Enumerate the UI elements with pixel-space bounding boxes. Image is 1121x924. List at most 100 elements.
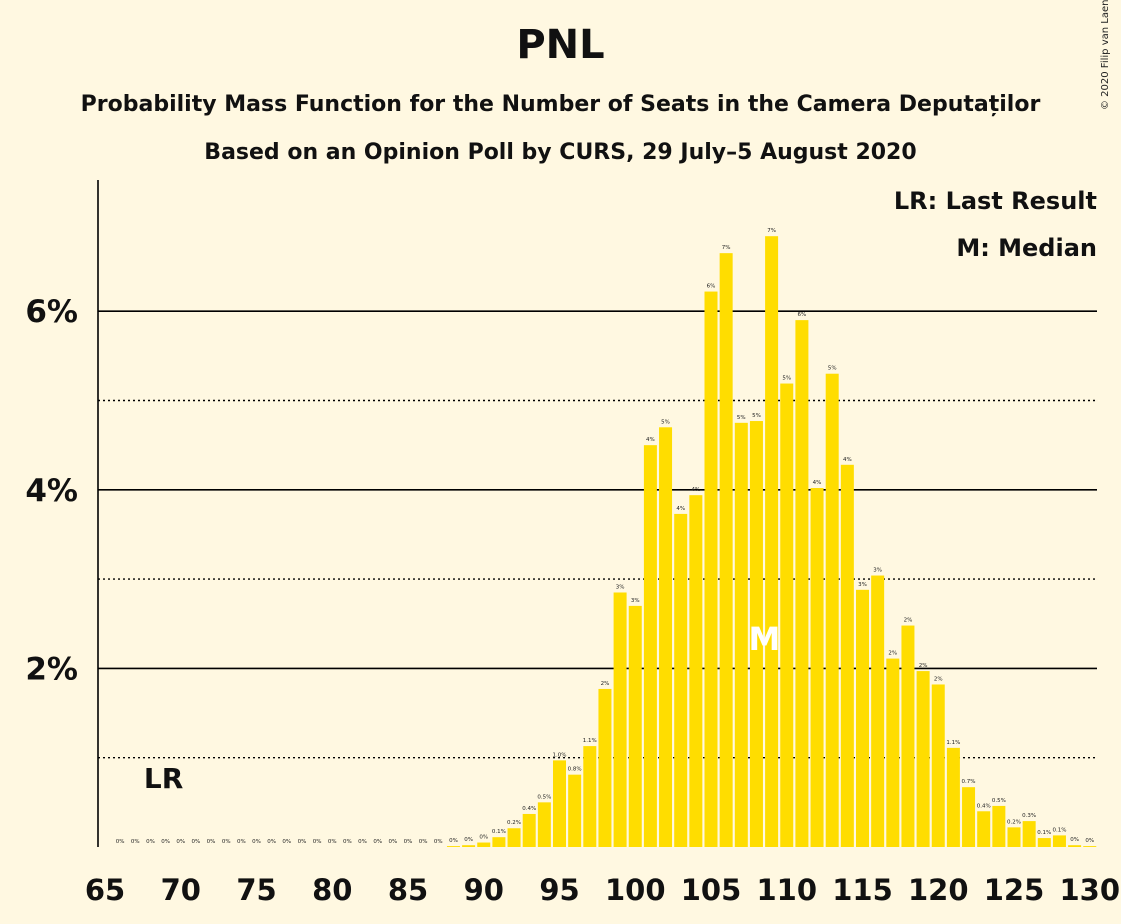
data-label: 2%	[601, 681, 610, 687]
data-label: 4%	[646, 437, 655, 443]
bar	[704, 291, 718, 848]
data-label: 0%	[298, 839, 307, 845]
bar	[689, 495, 703, 847]
data-label: 0.4%	[522, 806, 536, 812]
bar	[977, 811, 991, 847]
bar	[825, 373, 839, 847]
data-label: 0%	[207, 839, 216, 845]
bar	[719, 253, 733, 847]
data-label: 0%	[328, 839, 337, 845]
bar	[780, 383, 794, 847]
data-label: 0%	[176, 839, 185, 845]
data-label: 3%	[858, 582, 867, 588]
data-label: 6%	[798, 312, 807, 318]
gridlines	[98, 310, 1097, 759]
data-label: 5%	[661, 419, 670, 425]
bar	[795, 320, 809, 847]
data-label: 0%	[358, 839, 367, 845]
data-label: 0%	[237, 839, 246, 845]
bar	[840, 464, 854, 847]
bar	[613, 592, 627, 847]
data-label: 4%	[676, 506, 685, 512]
bar	[643, 445, 657, 847]
x-tick-label: 105	[681, 873, 742, 907]
data-label: 2%	[919, 663, 928, 669]
data-label: 7%	[722, 245, 731, 251]
chart-subtitle-poll: Based on an Opinion Poll by CURS, 29 Jul…	[204, 140, 917, 165]
data-label: 0.8%	[568, 767, 582, 773]
data-label: 2%	[904, 618, 913, 624]
data-label: 5%	[752, 413, 761, 419]
bar	[856, 589, 869, 847]
data-label: 6%	[707, 284, 716, 290]
data-label: 0.1%	[1052, 827, 1066, 833]
bar	[962, 787, 976, 847]
bar	[901, 625, 915, 847]
data-label: 0.3%	[1022, 813, 1036, 819]
bar	[522, 813, 536, 847]
data-label: 0%	[373, 839, 382, 845]
x-tick-label: 110	[756, 873, 817, 907]
y-tick-label: 4%	[25, 473, 78, 509]
x-tick-label: 70	[161, 873, 201, 907]
data-label: 3%	[873, 568, 882, 574]
x-tick-label: 95	[539, 873, 579, 907]
bar	[749, 421, 763, 847]
x-tick-label: 85	[388, 873, 428, 907]
data-label: 0%	[343, 839, 352, 845]
x-tick-label: 90	[464, 873, 504, 907]
data-label: 0.7%	[962, 779, 976, 785]
bar	[628, 605, 642, 847]
data-label: 2%	[934, 676, 943, 682]
data-label: 0%	[131, 839, 140, 845]
bar	[886, 658, 900, 847]
bar	[1022, 821, 1036, 847]
data-label: 0%	[1070, 837, 1079, 843]
data-label: 0%	[282, 839, 291, 845]
bar	[598, 688, 612, 847]
bar	[1007, 827, 1021, 847]
bar	[931, 684, 945, 847]
data-label: 0%	[464, 837, 473, 843]
data-label: 3%	[616, 584, 625, 590]
data-label: 1.1%	[583, 738, 597, 744]
bar	[446, 846, 460, 847]
bar	[871, 575, 885, 847]
bar	[659, 427, 673, 847]
bar	[1052, 835, 1066, 847]
x-tick-label: 130	[1059, 873, 1120, 907]
x-tick-label: 75	[236, 873, 276, 907]
data-label: 4%	[691, 487, 700, 493]
bar	[1083, 846, 1097, 847]
data-label: 0.5%	[537, 794, 551, 800]
data-label: 7%	[767, 228, 776, 234]
bar	[537, 802, 551, 847]
x-tick-label: 80	[312, 873, 352, 907]
data-label: 2%	[888, 651, 897, 657]
axes: 65 70 75 80 85 90 95 100 105 110 115 120 125 130 2% 4% 6…	[25, 180, 1120, 907]
data-label: 3%	[631, 598, 640, 604]
data-label: 0%	[419, 839, 428, 845]
y-tick-label: 6%	[25, 294, 78, 330]
x-tick-label: 100	[605, 873, 666, 907]
data-label: 0%	[146, 839, 155, 845]
data-label: 0%	[192, 839, 201, 845]
bar	[992, 805, 1006, 847]
y-tick-label: 2%	[25, 651, 78, 687]
bar	[765, 236, 779, 848]
data-label: 0%	[388, 839, 397, 845]
x-tick-label: 120	[908, 873, 969, 907]
data-label: 0%	[267, 839, 276, 845]
data-label: 0.1%	[1037, 830, 1051, 836]
data-label: 0.5%	[992, 798, 1006, 804]
data-label: 0%	[313, 839, 322, 845]
bar	[477, 842, 491, 847]
data-label: 5%	[782, 376, 791, 382]
data-label: 0.1%	[492, 829, 506, 835]
bar	[1068, 845, 1082, 847]
bar	[507, 828, 521, 847]
bars	[446, 236, 1097, 848]
last-result-marker: LR	[144, 762, 183, 795]
x-tick-label: 115	[832, 873, 893, 907]
